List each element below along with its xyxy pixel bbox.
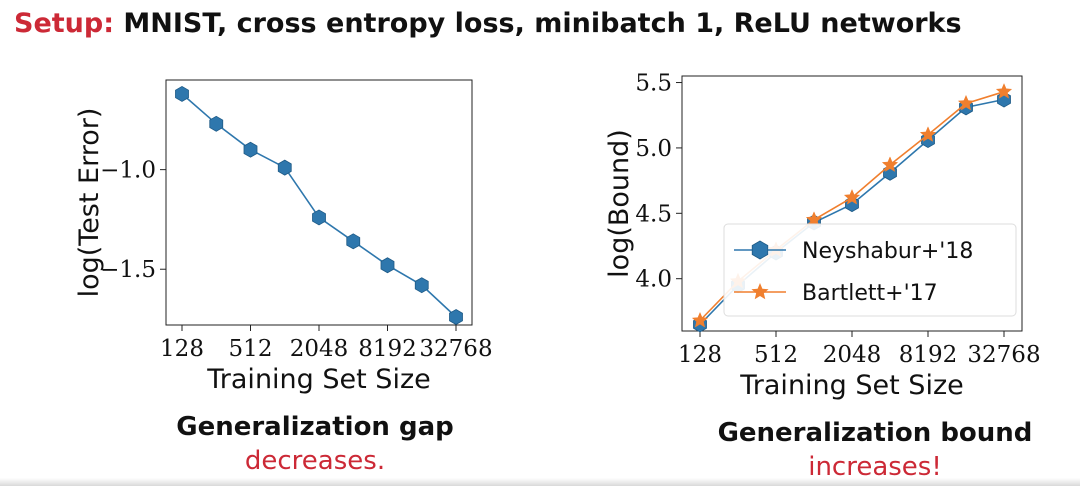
x-tick-label: 512 bbox=[754, 342, 798, 368]
data-point bbox=[995, 83, 1013, 99]
y-tick-label: −1.5 bbox=[100, 257, 156, 283]
bottom-shade bbox=[0, 478, 1080, 486]
data-point bbox=[346, 233, 361, 250]
data-point bbox=[691, 311, 709, 328]
legend-label: Bartlett+'17 bbox=[802, 281, 938, 306]
x-tick-label: 32768 bbox=[967, 342, 1040, 368]
caption-left-accent: decreases. bbox=[244, 446, 386, 476]
y-tick-label: 5.5 bbox=[635, 71, 672, 97]
y-axis-label: log(Test Error) bbox=[74, 108, 105, 298]
y-tick-label: 5.0 bbox=[635, 136, 672, 162]
data-point bbox=[380, 257, 395, 274]
data-point bbox=[312, 209, 326, 226]
data-point bbox=[277, 159, 292, 176]
y-tick-label: 4.5 bbox=[635, 201, 672, 227]
caption-generalization-bound: Generalization bound increases! bbox=[690, 416, 1060, 484]
x-tick-label: 128 bbox=[678, 342, 722, 368]
data-point bbox=[449, 309, 463, 325]
x-tick-label: 8192 bbox=[358, 336, 417, 362]
x-axis-label: Training Set Size bbox=[739, 370, 963, 401]
x-axis-label: Training Set Size bbox=[206, 364, 430, 395]
data-point bbox=[919, 126, 937, 142]
data-point bbox=[843, 188, 861, 205]
x-tick-label: 2048 bbox=[290, 336, 349, 362]
data-point bbox=[209, 115, 224, 132]
setup-label: Setup: bbox=[14, 8, 115, 39]
x-tick-label: 512 bbox=[229, 336, 273, 362]
data-point bbox=[881, 156, 899, 172]
legend-label: Neyshabur+'18 bbox=[802, 239, 973, 264]
x-tick-label: 128 bbox=[160, 336, 204, 362]
data-point bbox=[957, 94, 975, 111]
setup-header: Setup: MNIST, cross entropy loss, miniba… bbox=[14, 8, 962, 39]
caption-right-accent: increases! bbox=[808, 452, 942, 482]
caption-generalization-gap: Generalization gap decreases. bbox=[150, 410, 480, 478]
legend-marker bbox=[751, 240, 769, 260]
y-tick-label: −1.0 bbox=[100, 158, 156, 184]
x-tick-label: 8192 bbox=[899, 342, 958, 368]
x-tick-label: 2048 bbox=[823, 342, 882, 368]
data-point bbox=[175, 85, 189, 102]
y-tick-label: 4.0 bbox=[635, 267, 672, 293]
caption-right-main: Generalization bound bbox=[717, 418, 1033, 448]
setup-text: MNIST, cross entropy loss, minibatch 1, … bbox=[123, 8, 962, 39]
x-tick-label: 32768 bbox=[419, 336, 492, 362]
data-point bbox=[414, 277, 429, 294]
legend bbox=[723, 223, 1017, 317]
data-point bbox=[243, 141, 258, 158]
caption-left-main: Generalization gap bbox=[176, 412, 454, 442]
legend-marker bbox=[751, 283, 769, 300]
y-axis-label: log(Bound) bbox=[604, 129, 635, 278]
data-point bbox=[805, 211, 823, 227]
